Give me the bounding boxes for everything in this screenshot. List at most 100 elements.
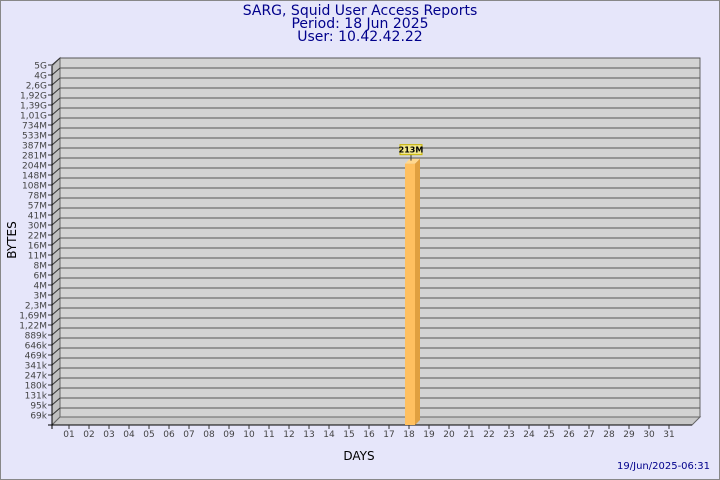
x-tick-label: 16: [363, 430, 375, 440]
y-tick-label: 1,39G: [20, 102, 47, 112]
y-tick-depth: [51, 217, 61, 226]
y-tick-label: 22M: [28, 232, 47, 242]
data-label: 213M: [399, 146, 424, 155]
y-tick-label: 69k: [30, 412, 47, 422]
y-tick-depth: [51, 277, 61, 286]
y-tick-depth: [51, 257, 61, 266]
y-tick-depth: [51, 267, 61, 276]
y-tick-label: 30M: [28, 222, 47, 232]
x-tick-label: 06: [163, 430, 175, 440]
x-tick-label: 02: [83, 430, 94, 440]
bar-day-18: [405, 163, 415, 425]
y-tick-label: 734M: [22, 122, 47, 132]
y-tick-label: 889k: [25, 332, 48, 342]
x-tick-label: 20: [443, 430, 455, 440]
x-tick-label: 04: [123, 430, 135, 440]
y-tick-label: 1,69M: [19, 312, 47, 322]
y-tick-label: 4M: [34, 282, 48, 292]
y-tick-label: 3M: [34, 292, 48, 302]
y-tick-label: 78M: [28, 192, 47, 202]
y-tick-label: 469k: [25, 352, 48, 362]
y-tick-label: 131k: [25, 392, 48, 402]
y-tick-depth: [51, 307, 61, 316]
y-tick-depth: [51, 67, 61, 76]
y-tick-depth: [51, 297, 61, 306]
y-tick-depth: [51, 137, 61, 146]
y-tick-label: 95k: [30, 402, 47, 412]
y-tick-depth: [51, 127, 61, 136]
y-tick-depth: [51, 177, 61, 186]
x-tick-label: 24: [523, 430, 535, 440]
x-tick-label: 23: [503, 430, 514, 440]
x-tick-label: 21: [463, 430, 474, 440]
y-tick-depth: [51, 317, 61, 326]
y-tick-label: 108M: [22, 182, 47, 192]
x-tick-label: 09: [223, 430, 235, 440]
y-tick-depth: [51, 147, 61, 156]
y-tick-label: 180k: [25, 382, 48, 392]
y-tick-label: 11M: [28, 252, 47, 262]
y-tick-depth: [51, 237, 61, 246]
x-tick-label: 28: [603, 430, 615, 440]
plot-floor: [50, 416, 702, 426]
y-tick-label: 16M: [28, 242, 47, 252]
x-tick-label: 25: [543, 430, 554, 440]
y-axis-title: BYTES: [5, 221, 19, 258]
y-tick-label: 2,3M: [25, 302, 47, 312]
x-tick-label: 30: [643, 430, 655, 440]
x-tick-label: 27: [583, 430, 594, 440]
y-tick-depth: [51, 357, 61, 366]
y-tick-depth: [51, 187, 61, 196]
y-tick-label: 387M: [22, 142, 47, 152]
y-tick-depth: [51, 287, 61, 296]
chart-title: SARG, Squid User Access Reports: [242, 3, 478, 19]
data-label-box: [399, 144, 423, 156]
generated-timestamp: 19/Jun/2025-06:31: [617, 461, 710, 472]
x-tick-label: 15: [343, 430, 354, 440]
y-tick-depth: [51, 407, 61, 416]
x-tick-label: 03: [103, 430, 114, 440]
x-tick-label: 17: [383, 430, 394, 440]
x-tick-label: 18: [403, 430, 415, 440]
y-tick-depth: [51, 107, 61, 116]
y-tick-label: 1,92G: [20, 92, 47, 102]
y-tick-label: 4G: [34, 72, 47, 82]
y-tick-depth: [51, 117, 61, 126]
y-tick-label: 204M: [22, 162, 47, 172]
y-tick-depth: [51, 197, 61, 206]
y-tick-label: 8M: [34, 262, 48, 272]
y-tick-label: 1,01G: [20, 112, 47, 122]
y-tick-depth: [51, 227, 61, 236]
y-tick-label: 2,6G: [26, 82, 47, 92]
x-tick-label: 08: [203, 430, 215, 440]
y-tick-label: 57M: [28, 202, 47, 212]
y-tick-depth: [51, 327, 61, 336]
x-tick-label: 29: [623, 430, 635, 440]
x-tick-label: 19: [423, 430, 435, 440]
bar-top: [405, 158, 420, 164]
x-tick-label: 13: [303, 430, 314, 440]
x-tick-label: 10: [243, 430, 255, 440]
y-tick-label: 6M: [34, 272, 48, 282]
y-tick-label: 1,22M: [19, 322, 47, 332]
y-tick-label: 281M: [22, 152, 47, 162]
y-tick-label: 646k: [25, 342, 48, 352]
x-tick-label: 12: [283, 430, 294, 440]
y-tick-depth: [51, 87, 61, 96]
x-tick-label: 05: [143, 430, 154, 440]
x-tick-label: 31: [663, 430, 674, 440]
bar-side: [415, 158, 420, 425]
y-tick-depth: [51, 97, 61, 106]
y-tick-depth: [51, 347, 61, 356]
y-tick-label: 5G: [34, 62, 47, 72]
chart-period: Period: 18 Jun 2025: [291, 16, 429, 32]
y-tick-label: 148M: [22, 172, 47, 182]
y-tick-depth: [51, 167, 61, 176]
y-tick-label: 341k: [25, 362, 48, 372]
y-tick-depth: [51, 337, 61, 346]
x-tick-label: 01: [63, 430, 74, 440]
y-tick-depth: [51, 247, 61, 256]
x-tick-label: 11: [263, 430, 274, 440]
y-tick-depth: [51, 397, 61, 406]
